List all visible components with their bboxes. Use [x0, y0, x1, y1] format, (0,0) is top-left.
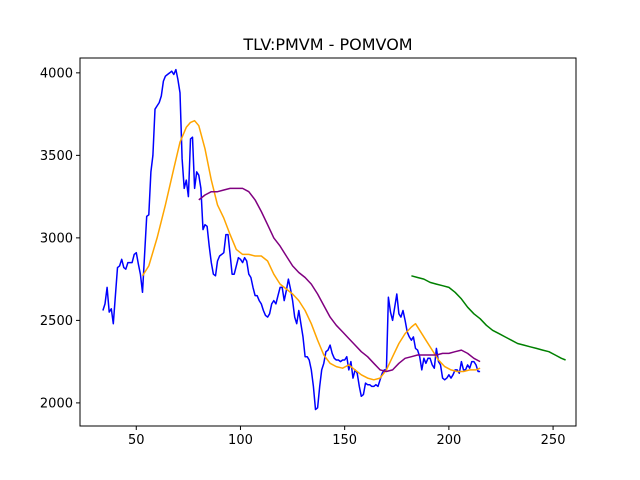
x-tick-label: 100 — [228, 433, 253, 448]
plot-area — [102, 68, 566, 411]
y-tick-label: 3000 — [40, 231, 73, 246]
y-tick-label: 4000 — [40, 66, 73, 81]
x-tick-label: 250 — [541, 433, 566, 448]
x-tick-label: 150 — [332, 433, 357, 448]
y-tick-label: 2500 — [40, 314, 73, 329]
series-line-0 — [102, 68, 481, 411]
x-tick-label: 200 — [436, 433, 461, 448]
y-tick-label: 3500 — [40, 149, 73, 164]
x-tick-label: 50 — [128, 433, 145, 448]
y-tick-label: 2000 — [40, 396, 73, 411]
y-axis: 2000 2500 3000 3500 4000 — [40, 66, 80, 411]
chart-title: TLV:PMVM - POMVOM — [242, 35, 412, 54]
series-line-1 — [141, 119, 481, 381]
series-line-3 — [411, 275, 566, 361]
series-line-2 — [198, 187, 481, 373]
x-axis: 50 100 150 200 250 — [128, 426, 565, 448]
axes-frame — [79, 57, 577, 427]
